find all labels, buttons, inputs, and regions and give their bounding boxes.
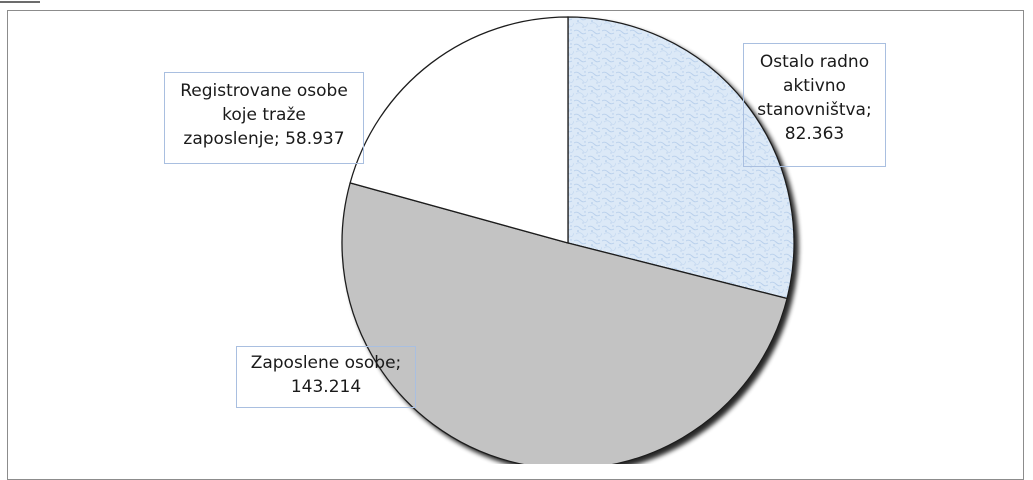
data-label-zaposlene-osobe: Zaposlene osobe; 143.214 [236,346,416,408]
top-edge-fragment [0,0,120,6]
data-label-registrovane-osobe: Registrovane osobe koje traže zaposlenje… [164,72,364,164]
data-label-ostalo-line-1: Ostalo radno [759,52,870,72]
data-label-registrovane-line-2: koje traže [222,105,306,125]
pie-slice-zaposlene-osobe [341,182,788,464]
data-label-registrovane-line-3: zaposlenje; 58.937 [183,129,345,149]
data-label-zaposlene-line-1: Zaposlene osobe; [250,353,402,373]
data-label-ostalo-line-3: stanovništva; [757,100,872,120]
pie-chart [341,16,795,464]
data-label-zaposlene-line-2: 143.214 [290,377,362,397]
pie-slice-registrovane-osobe [349,16,569,244]
data-label-registrovane-line-1: Registrovane osobe [180,81,348,101]
data-label-ostalo-line-2: aktivno [783,76,846,96]
pie-slice-ostalo-radno-aktivno [567,16,795,300]
data-label-ostalo-radno-aktivno: Ostalo radno aktivno stanovništva; 82.36… [743,43,886,167]
data-label-ostalo-line-4: 82.363 [784,124,845,144]
